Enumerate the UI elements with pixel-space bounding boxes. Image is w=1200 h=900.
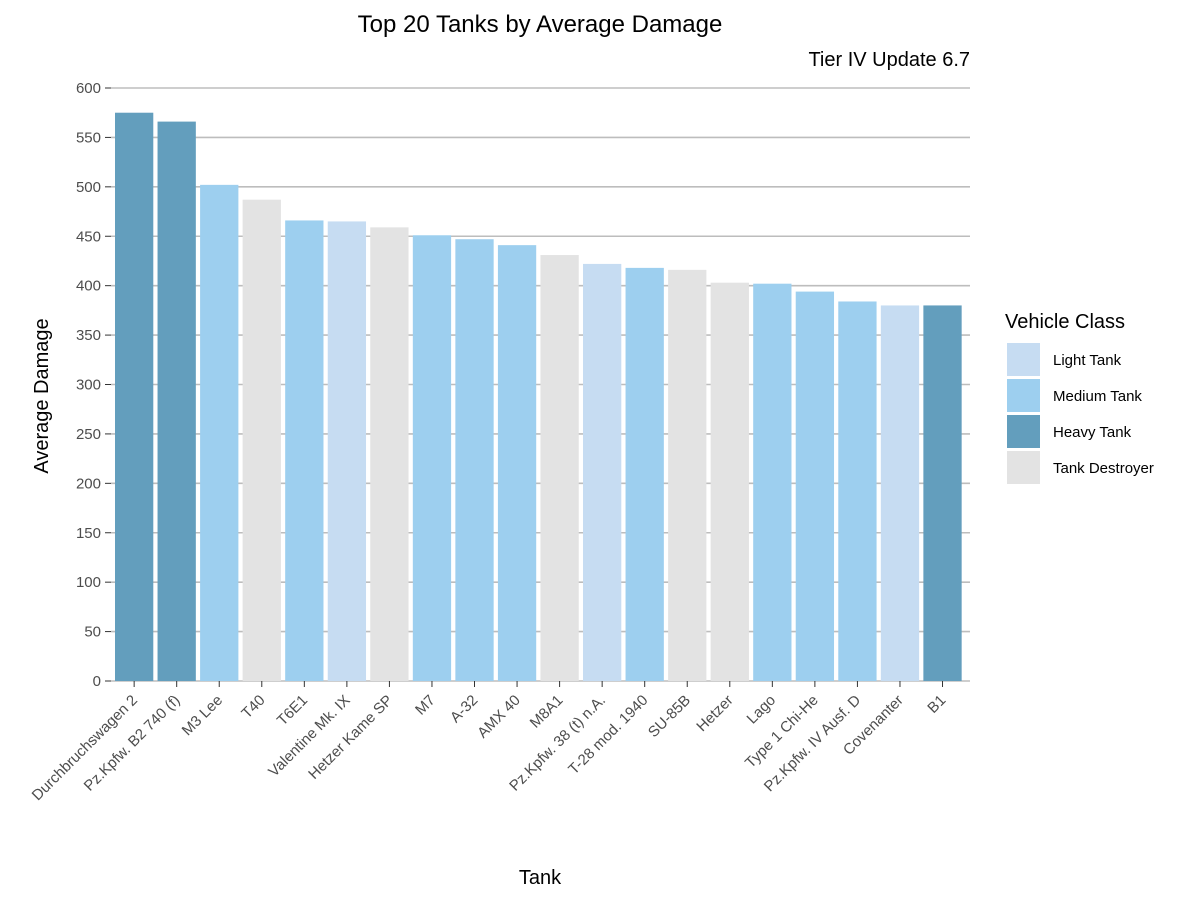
bar (795, 291, 835, 681)
y-tick-label: 50 (84, 624, 101, 641)
x-tick-label: Lago (744, 692, 780, 728)
legend-label: Medium Tank (1053, 388, 1142, 405)
y-tick-label: 500 (76, 179, 101, 196)
y-tick-label: 300 (76, 377, 101, 394)
legend-key (1007, 379, 1040, 412)
legend-label: Heavy Tank (1053, 424, 1132, 441)
y-tick-label: 400 (76, 278, 101, 295)
x-tick-label: T6E1 (274, 692, 311, 729)
y-tick-label: 350 (76, 327, 101, 344)
y-tick-label: 600 (76, 80, 101, 97)
bar (838, 301, 877, 681)
chart-subtitle: Tier IV Update 6.7 (808, 49, 970, 71)
bar (412, 235, 452, 682)
bar (497, 245, 537, 681)
bar (327, 221, 367, 682)
y-axis-ticks: 0 50 100 150 200 250 300 350 400 450 500 550 600 (76, 80, 111, 690)
y-tick-label: 450 (76, 228, 101, 245)
bar (753, 283, 792, 681)
bar (710, 282, 749, 681)
legend-title: Vehicle Class (1005, 311, 1125, 333)
y-tick-label: 100 (76, 574, 101, 591)
legend-label: Light Tank (1053, 352, 1122, 369)
chart-title: Top 20 Tanks by Average Damage (358, 11, 723, 38)
bar (583, 263, 622, 681)
bar (115, 112, 154, 682)
legend-key (1007, 451, 1040, 484)
x-tick-label: SU-85B (645, 692, 694, 741)
x-tick-label: M3 Lee (179, 692, 226, 739)
x-tick-label: Hetzer (693, 692, 736, 735)
legend-key (1007, 343, 1040, 376)
bar (242, 199, 281, 681)
bar (455, 239, 494, 681)
legend-key (1007, 415, 1040, 448)
bar (880, 305, 920, 681)
y-tick-label: 200 (76, 475, 101, 492)
legend-label: Tank Destroyer (1053, 460, 1154, 477)
bar (285, 220, 324, 682)
bar (200, 184, 239, 681)
x-tick-label: T-28 mod. 1940 (565, 692, 651, 778)
x-tick-label: A-32 (447, 692, 481, 726)
y-axis-title: Average Damage (31, 318, 53, 473)
bar (923, 305, 962, 681)
x-axis-ticks: Durchbruchswagen 2Pz.Kpfw. B2 740 (f)M3 … (29, 681, 949, 804)
x-tick-label: M7 (412, 692, 439, 719)
bar (540, 255, 579, 682)
legend: Vehicle Class Light Tank Medium Tank Heavy… (1005, 311, 1154, 484)
y-tick-label: 0 (93, 673, 101, 690)
x-axis-title: Tank (519, 867, 562, 889)
y-tick-label: 550 (76, 129, 101, 146)
bar (157, 121, 196, 681)
bars (115, 112, 962, 682)
bar (370, 227, 409, 682)
bar (668, 269, 707, 681)
y-tick-label: 250 (76, 426, 101, 443)
x-tick-label: M8A1 (527, 692, 567, 732)
x-tick-label: AMX 40 (474, 692, 524, 742)
x-tick-label: T40 (238, 692, 268, 722)
x-tick-label: B1 (924, 692, 949, 717)
y-tick-label: 150 (76, 525, 101, 542)
bar (625, 267, 664, 681)
